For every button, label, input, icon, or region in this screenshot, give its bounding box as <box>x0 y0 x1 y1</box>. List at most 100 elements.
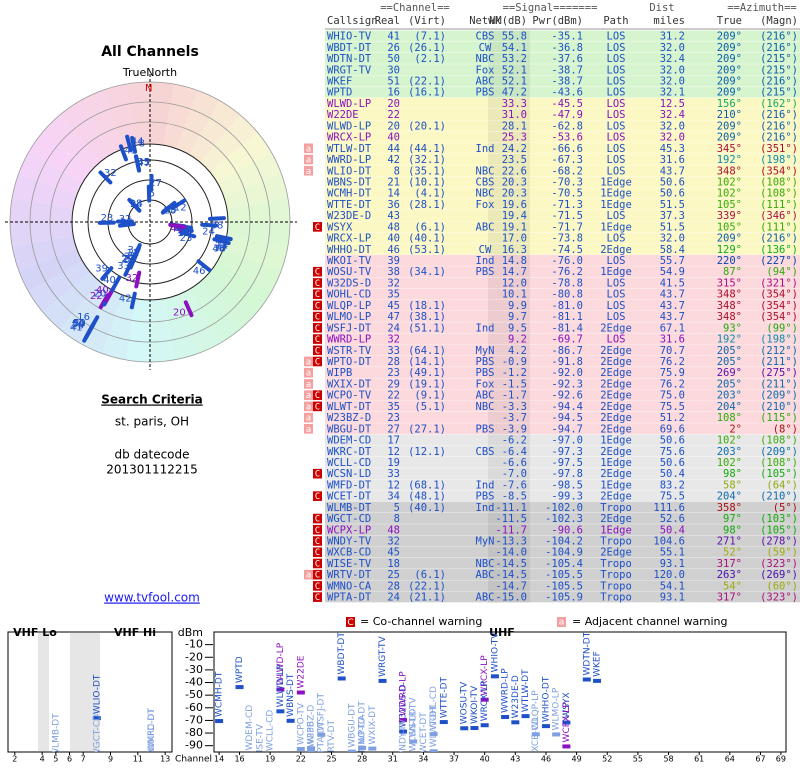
cell-path: LOS <box>607 210 626 222</box>
cell-nm: 28.1 <box>502 120 527 132</box>
cell-az: 209° <box>717 87 742 99</box>
cell-pwr: -38.7 <box>551 64 583 76</box>
cell-pwr: -70.5 <box>551 188 583 200</box>
row-bg <box>325 311 800 323</box>
warning-flag: a <box>306 571 311 581</box>
cell-az: 52° <box>723 547 742 559</box>
cell-dist: 93.1 <box>660 592 685 604</box>
station-channel: 20 <box>173 307 186 318</box>
station-bearing <box>132 243 142 260</box>
x-tick-label: 55 <box>633 755 643 764</box>
cell-virt: (19.1) <box>408 378 446 390</box>
cell-az: 108° <box>717 412 742 424</box>
y-tick-label: -60 <box>185 701 203 714</box>
cell-pwr: -74.5 <box>551 244 583 256</box>
cell-nm: 22.6 <box>502 165 527 177</box>
signal-marker <box>399 762 407 766</box>
row-bg <box>325 355 800 368</box>
nm-shade <box>488 333 530 345</box>
station-channel: 42 <box>119 293 132 304</box>
cell-path: 2Edge <box>600 547 632 559</box>
cell-az: 271° <box>717 536 742 548</box>
cell-az: 209° <box>717 64 742 76</box>
cell-virt: (48.1) <box>408 491 446 503</box>
cell-dist: 51.2 <box>660 412 685 424</box>
nm-shade <box>488 288 530 300</box>
station-channel: 14 <box>215 240 228 251</box>
cell-virt: (51.1) <box>408 322 446 334</box>
cell-virt: (6.1) <box>414 221 446 233</box>
cell-pwr: -45.5 <box>551 98 583 110</box>
row-bg <box>325 524 800 536</box>
marker-label: WLWD-LP <box>276 642 286 685</box>
cell-path: Tropo <box>600 558 632 570</box>
nm-shade <box>488 176 530 188</box>
cell-dist: 32.0 <box>660 233 685 245</box>
signal-marker <box>93 759 101 763</box>
signal-marker <box>501 715 510 720</box>
flag-box <box>304 412 313 423</box>
cell-az: 339° <box>717 210 742 222</box>
cell-pwr: -98.5 <box>551 479 583 491</box>
station-bearing <box>175 225 194 233</box>
marker-label: WCLL-CD <box>266 710 276 752</box>
cell-virt: (53.1) <box>408 244 446 256</box>
cell-magn: (64°) <box>766 479 798 491</box>
row-bg <box>325 322 800 334</box>
marker-label: WWRD-LP <box>501 668 511 713</box>
group-header: ==Channel== <box>380 2 450 14</box>
cell-callsign: WMFD-DT <box>327 479 372 491</box>
cell-path: LOS <box>607 42 626 54</box>
y-tick-label: -30 <box>185 663 203 676</box>
signal-marker <box>148 753 156 757</box>
marker-label: WLMO-LP <box>552 687 562 730</box>
cell-pwr: -71.3 <box>551 199 583 211</box>
cell-real: 32 <box>387 277 400 289</box>
cell-magn: (103°) <box>760 513 798 525</box>
cell-path: 2Edge <box>600 378 632 390</box>
cell-callsign: WCPO-TV <box>327 390 372 402</box>
cell-netwk: Ind <box>476 143 495 155</box>
cell-netwk: NBC <box>476 401 495 413</box>
cell-nm: 20.3 <box>502 176 527 188</box>
signal-marker <box>317 732 326 737</box>
signal-marker <box>541 724 550 729</box>
station-channel: 33 <box>177 225 190 236</box>
row-bg <box>325 75 800 87</box>
marker-label: WLWT-DT <box>429 704 439 747</box>
cell-pwr: -76.0 <box>551 255 583 267</box>
cell-magn: (269°) <box>760 569 798 581</box>
cell-netwk: MyN <box>476 345 495 357</box>
marker-label: WDEM-CD <box>245 705 255 751</box>
cell-nm: -7.0 <box>502 468 527 480</box>
marker-label: W22DE <box>296 655 306 688</box>
cell-dist: 50.6 <box>660 176 685 188</box>
row-bg <box>325 221 800 233</box>
cell-magn: (216°) <box>760 233 798 245</box>
cell-callsign: WOSU-TV <box>327 266 372 278</box>
cell-az: 93° <box>723 322 742 334</box>
cell-magn: (211°) <box>760 378 798 390</box>
cell-netwk: ABC <box>476 221 495 233</box>
x-tick-label: 58 <box>663 755 673 764</box>
cell-real: 39 <box>387 255 400 267</box>
station-channel: 22 <box>123 254 136 265</box>
row-bg <box>325 131 800 143</box>
cell-az: 348° <box>717 300 742 312</box>
site-link[interactable]: www.tvfool.com <box>104 591 200 605</box>
x-tick-label: 4 <box>40 755 45 764</box>
row-bg <box>325 479 800 491</box>
cell-callsign: WLWT-DT <box>327 401 372 413</box>
cell-callsign: WDTN-DT <box>327 53 372 65</box>
station-channel: 5 <box>149 189 155 200</box>
warning-flag: a <box>306 357 311 367</box>
row-bg <box>325 254 800 267</box>
cell-dist: 75.5 <box>660 491 685 503</box>
flag-box <box>304 154 313 165</box>
signal-marker <box>409 739 418 744</box>
cell-nm: -11.5 <box>495 513 527 525</box>
cell-path: LOS <box>607 109 626 121</box>
cell-nm: 55.8 <box>502 31 527 43</box>
cell-nm: -15.0 <box>495 592 527 604</box>
